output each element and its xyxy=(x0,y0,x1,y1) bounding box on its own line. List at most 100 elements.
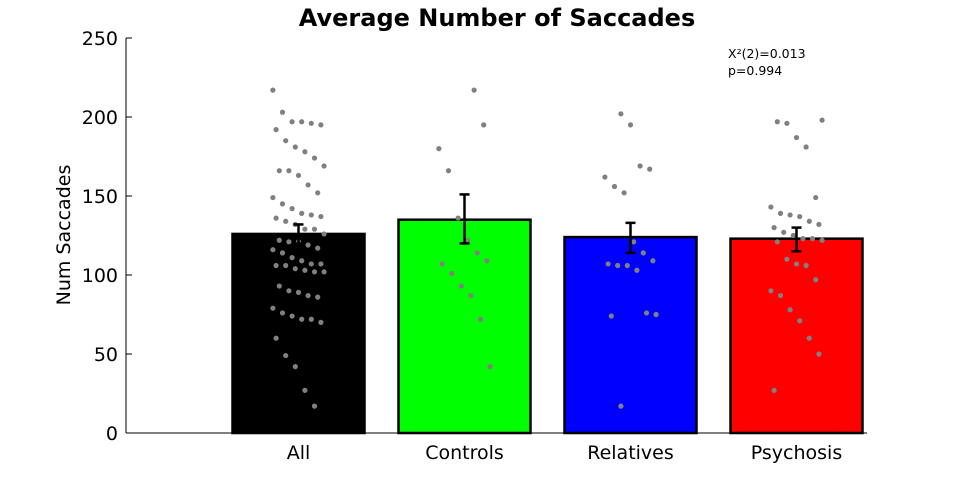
data-point xyxy=(305,292,311,299)
data-point xyxy=(771,225,777,231)
data-point xyxy=(445,168,452,174)
data-point xyxy=(273,127,279,133)
data-point xyxy=(311,226,318,232)
data-point xyxy=(618,111,624,117)
data-point xyxy=(816,351,822,357)
data-point xyxy=(787,212,793,218)
data-point xyxy=(787,307,793,313)
data-point xyxy=(321,163,327,169)
data-point xyxy=(308,120,314,126)
data-point xyxy=(279,109,286,115)
data-point xyxy=(477,316,484,322)
data-point xyxy=(471,87,477,93)
data-point xyxy=(784,256,790,262)
data-point xyxy=(315,245,321,251)
data-point xyxy=(286,168,292,174)
y-tick-label: 100 xyxy=(82,265,118,287)
data-point xyxy=(318,261,324,267)
data-point xyxy=(299,258,305,264)
data-point xyxy=(602,174,608,180)
data-point xyxy=(803,144,809,150)
data-point xyxy=(771,387,777,393)
data-point xyxy=(631,239,637,245)
data-point xyxy=(793,261,800,267)
data-point xyxy=(487,364,493,370)
x-tick-label: Controls xyxy=(425,442,504,464)
data-point xyxy=(465,237,471,243)
chart-title: Average Number of Saccades xyxy=(299,4,695,32)
data-point xyxy=(308,261,314,267)
data-point xyxy=(774,239,780,245)
data-point xyxy=(819,237,825,243)
data-point xyxy=(302,267,308,273)
data-point xyxy=(299,119,305,125)
data-point xyxy=(608,313,614,319)
data-point xyxy=(283,138,289,144)
y-tick-label: 200 xyxy=(82,107,118,129)
data-point xyxy=(768,204,774,210)
data-point xyxy=(615,262,621,269)
data-point xyxy=(481,122,487,128)
stat-annotation: X²(2)=0.013 p=0.994 xyxy=(728,46,806,78)
data-point xyxy=(634,267,640,273)
data-point xyxy=(800,236,806,242)
data-point xyxy=(273,335,279,341)
data-point xyxy=(321,269,327,275)
data-point xyxy=(270,247,276,253)
data-point xyxy=(286,288,292,294)
data-point xyxy=(474,250,480,256)
data-point xyxy=(279,310,286,316)
data-point xyxy=(806,218,812,224)
plot-area: 0 50 100 150 200 250 All Controls Relatives Psych… xyxy=(82,28,867,464)
data-point xyxy=(289,313,295,319)
y-tick-label: 250 xyxy=(82,28,118,50)
data-point xyxy=(797,213,803,220)
data-point xyxy=(270,305,276,311)
data-point xyxy=(283,262,289,269)
y-axis-label: Num Saccades xyxy=(53,165,75,306)
data-point xyxy=(813,277,819,283)
chi-square-text: X²(2)=0.013 xyxy=(728,46,806,61)
data-point xyxy=(640,250,646,256)
data-point xyxy=(315,190,321,196)
data-point xyxy=(273,215,279,221)
data-point xyxy=(624,262,630,269)
data-point xyxy=(292,266,298,272)
data-point xyxy=(803,262,809,269)
data-point xyxy=(605,261,611,267)
data-point xyxy=(318,213,324,220)
data-point xyxy=(781,229,787,235)
data-point xyxy=(270,194,276,201)
data-point xyxy=(777,292,784,299)
data-point xyxy=(809,236,816,242)
data-point xyxy=(276,168,282,174)
data-point xyxy=(315,294,321,300)
data-point xyxy=(768,288,774,294)
data-point xyxy=(308,212,314,218)
p-value-text: p=0.994 xyxy=(728,63,782,78)
data-point xyxy=(650,258,656,264)
y-tick-label: 0 xyxy=(106,423,118,445)
data-point xyxy=(653,311,659,318)
data-point xyxy=(439,261,445,267)
data-point xyxy=(436,146,442,152)
data-point xyxy=(793,134,800,141)
y-tick-label: 50 xyxy=(94,344,118,366)
y-tick-label: 150 xyxy=(82,186,118,208)
data-point xyxy=(292,364,298,370)
data-point xyxy=(813,194,819,201)
data-point xyxy=(276,237,282,243)
data-point xyxy=(279,201,286,207)
data-point xyxy=(449,270,455,277)
bar-controls xyxy=(397,218,532,435)
data-point xyxy=(295,172,302,179)
data-point xyxy=(289,206,295,212)
data-point xyxy=(455,215,461,221)
data-point xyxy=(318,319,324,325)
data-point xyxy=(289,255,295,261)
data-point xyxy=(621,190,627,196)
data-point xyxy=(279,250,286,256)
data-point xyxy=(484,258,490,264)
data-point xyxy=(283,352,289,359)
